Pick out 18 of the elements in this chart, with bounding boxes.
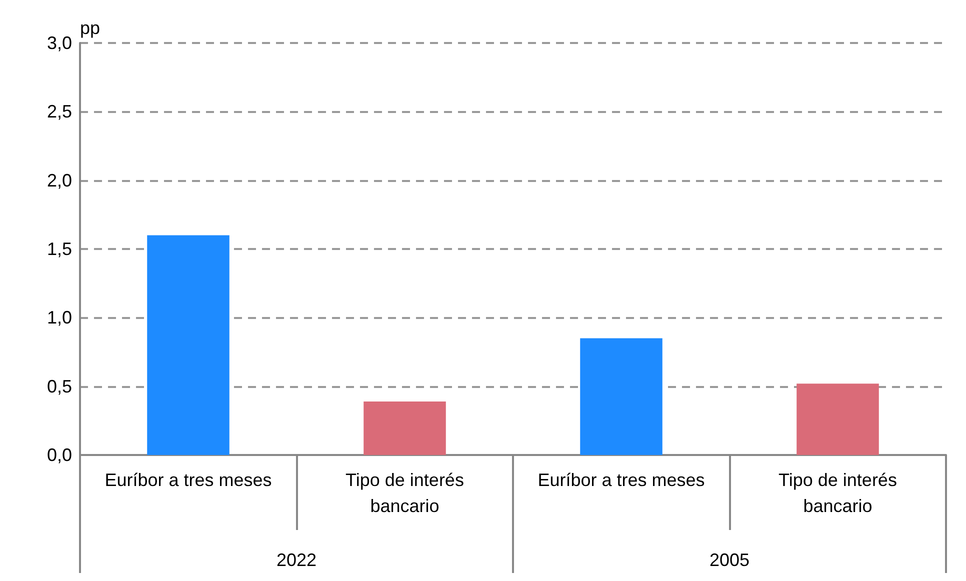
y-tick-label: 1,5 bbox=[46, 239, 72, 259]
bar bbox=[580, 338, 662, 455]
bar bbox=[796, 384, 879, 455]
x-tick-label: Tipo de interés bancario bbox=[346, 470, 464, 516]
y-axis-title: pp bbox=[80, 18, 100, 38]
text: 2005 bbox=[709, 550, 750, 570]
y-tick-label: 0,5 bbox=[46, 376, 72, 396]
y-tick-label: 2,5 bbox=[46, 102, 72, 122]
x-tick-label: Euríbor a tres meses bbox=[538, 470, 705, 490]
y-tick-label: 3,0 bbox=[46, 33, 72, 53]
y-tick-label: 0,0 bbox=[46, 445, 72, 465]
x-tick-label: Tipo de interés bancario bbox=[778, 470, 897, 516]
x-tick-label: Euríbor a tres meses bbox=[104, 470, 272, 490]
y-tick-label: 2,0 bbox=[46, 170, 72, 190]
bar bbox=[147, 235, 230, 455]
y-tick-label: 1,0 bbox=[46, 308, 72, 328]
bar bbox=[364, 401, 446, 455]
text: 2022 bbox=[276, 550, 317, 570]
